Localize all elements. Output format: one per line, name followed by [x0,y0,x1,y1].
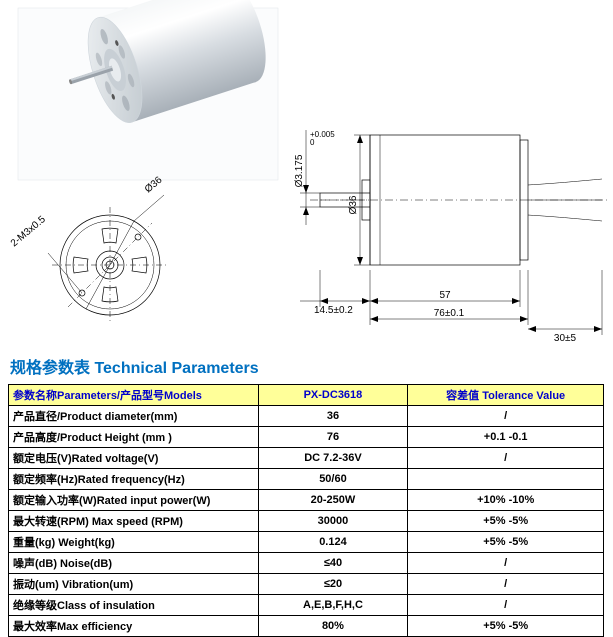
param-label: 最大转速(RPM) Max speed (RPM) [9,511,259,532]
param-tolerance: +10% -10% [408,490,604,511]
dim-screw: 2-M3x0.5 [9,214,48,250]
drawing-svg: Ø36 2-M3x0.5 Ø36 [0,0,613,350]
param-value: ≤40 [258,553,408,574]
param-label: 噪声(dB) Noise(dB) [9,553,259,574]
param-tolerance: / [408,574,604,595]
param-label: 最大效率Max efficiency [9,616,259,637]
dim-d36-side: Ø36 [348,195,359,214]
motor-side-view: Ø36 Ø3.175 +0.005 0 14.5±0.2 57 [294,130,610,344]
param-label: 重量(kg) Weight(kg) [9,532,259,553]
param-tolerance: +5% -5% [408,532,604,553]
dim-body-len: 57 [439,290,451,301]
table-row: 噪声(dB) Noise(dB)≤40/ [9,553,604,574]
technical-drawing-area: Ø36 2-M3x0.5 Ø36 [0,0,613,350]
param-label: 额定电压(V)Rated voltage(V) [9,448,259,469]
param-value: ≤20 [258,574,408,595]
section-title: 规格参数表 Technical Parameters [0,350,613,384]
table-row: 最大效率Max efficiency80%+5% -5% [9,616,604,637]
dim-wire-len: 30±5 [554,333,577,344]
param-tolerance [408,469,604,490]
param-value: 36 [258,406,408,427]
param-label: 产品高度/Product Height (mm ) [9,427,259,448]
param-label: 额定频率(Hz)Rated frequency(Hz) [9,469,259,490]
param-value: 20-250W [258,490,408,511]
table-row: 绝缘等级Class of insulationA,E,B,F,H,C/ [9,595,604,616]
header-tolerance: 容差值 Tolerance Value [408,385,604,406]
param-value: 0.124 [258,532,408,553]
header-param: 参数名称Parameters/产品型号Models [9,385,259,406]
table-row: 最大转速(RPM) Max speed (RPM)30000+5% -5% [9,511,604,532]
motor-3d-render [18,0,278,180]
table-row: 额定频率(Hz)Rated frequency(Hz)50/60 [9,469,604,490]
param-label: 额定输入功率(W)Rated input power(W) [9,490,259,511]
dim-shaft-len: 14.5±0.2 [314,305,353,316]
header-model: PX-DC3618 [258,385,408,406]
param-label: 振动(um) Vibration(um) [9,574,259,595]
param-value: 76 [258,427,408,448]
param-value: 30000 [258,511,408,532]
table-header-row: 参数名称Parameters/产品型号Models PX-DC3618 容差值 … [9,385,604,406]
param-tolerance: / [408,406,604,427]
param-tolerance: / [408,448,604,469]
param-value: 50/60 [258,469,408,490]
dim-total-len: 76±0.1 [434,308,465,319]
param-value: DC 7.2-36V [258,448,408,469]
parameters-table: 参数名称Parameters/产品型号Models PX-DC3618 容差值 … [8,384,604,637]
table-row: 产品直径/Product diameter(mm)36/ [9,406,604,427]
param-value: A,E,B,F,H,C [258,595,408,616]
table-row: 重量(kg) Weight(kg)0.124+5% -5% [9,532,604,553]
dim-shaft-tol-lower: 0 [310,138,315,147]
param-label: 产品直径/Product diameter(mm) [9,406,259,427]
motor-front-view: Ø36 2-M3x0.5 [9,174,168,323]
table-row: 额定电压(V)Rated voltage(V)DC 7.2-36V/ [9,448,604,469]
dim-shaft-d: Ø3.175 [294,154,305,187]
table-row: 振动(um) Vibration(um)≤20/ [9,574,604,595]
param-tolerance: / [408,553,604,574]
param-value: 80% [258,616,408,637]
param-tolerance: +5% -5% [408,616,604,637]
table-row: 额定输入功率(W)Rated input power(W)20-250W+10%… [9,490,604,511]
param-label: 绝缘等级Class of insulation [9,595,259,616]
param-tolerance: +0.1 -0.1 [408,427,604,448]
param-tolerance: / [408,595,604,616]
param-tolerance: +5% -5% [408,511,604,532]
table-row: 产品高度/Product Height (mm )76+0.1 -0.1 [9,427,604,448]
